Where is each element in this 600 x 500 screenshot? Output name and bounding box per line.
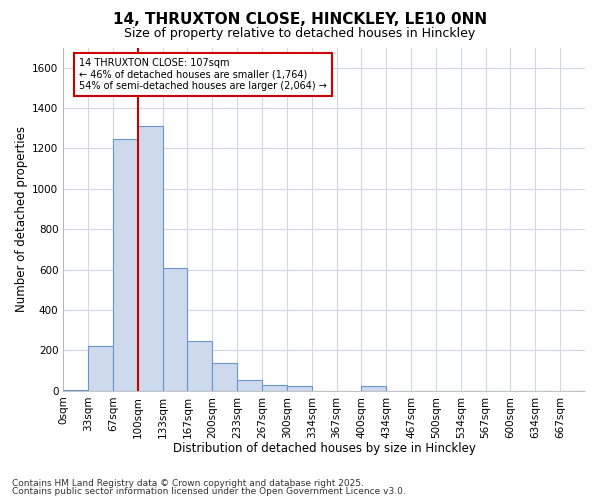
Bar bbox=[88, 346, 113, 391]
Text: 14 THRUXTON CLOSE: 107sqm
← 46% of detached houses are smaller (1,764)
54% of se: 14 THRUXTON CLOSE: 107sqm ← 46% of detac… bbox=[79, 58, 327, 91]
Bar bbox=[138, 126, 163, 391]
Bar bbox=[187, 342, 212, 391]
Bar bbox=[237, 380, 262, 391]
Y-axis label: Number of detached properties: Number of detached properties bbox=[15, 126, 28, 312]
Bar bbox=[361, 386, 386, 391]
Text: Contains public sector information licensed under the Open Government Licence v3: Contains public sector information licen… bbox=[12, 487, 406, 496]
Bar bbox=[287, 386, 312, 391]
Text: Size of property relative to detached houses in Hinckley: Size of property relative to detached ho… bbox=[124, 28, 476, 40]
X-axis label: Distribution of detached houses by size in Hinckley: Distribution of detached houses by size … bbox=[173, 442, 476, 455]
Text: 14, THRUXTON CLOSE, HINCKLEY, LE10 0NN: 14, THRUXTON CLOSE, HINCKLEY, LE10 0NN bbox=[113, 12, 487, 28]
Bar bbox=[63, 390, 88, 391]
Bar bbox=[262, 385, 287, 391]
Text: Contains HM Land Registry data © Crown copyright and database right 2025.: Contains HM Land Registry data © Crown c… bbox=[12, 478, 364, 488]
Bar bbox=[113, 140, 138, 391]
Bar bbox=[163, 268, 187, 391]
Bar bbox=[212, 362, 237, 391]
